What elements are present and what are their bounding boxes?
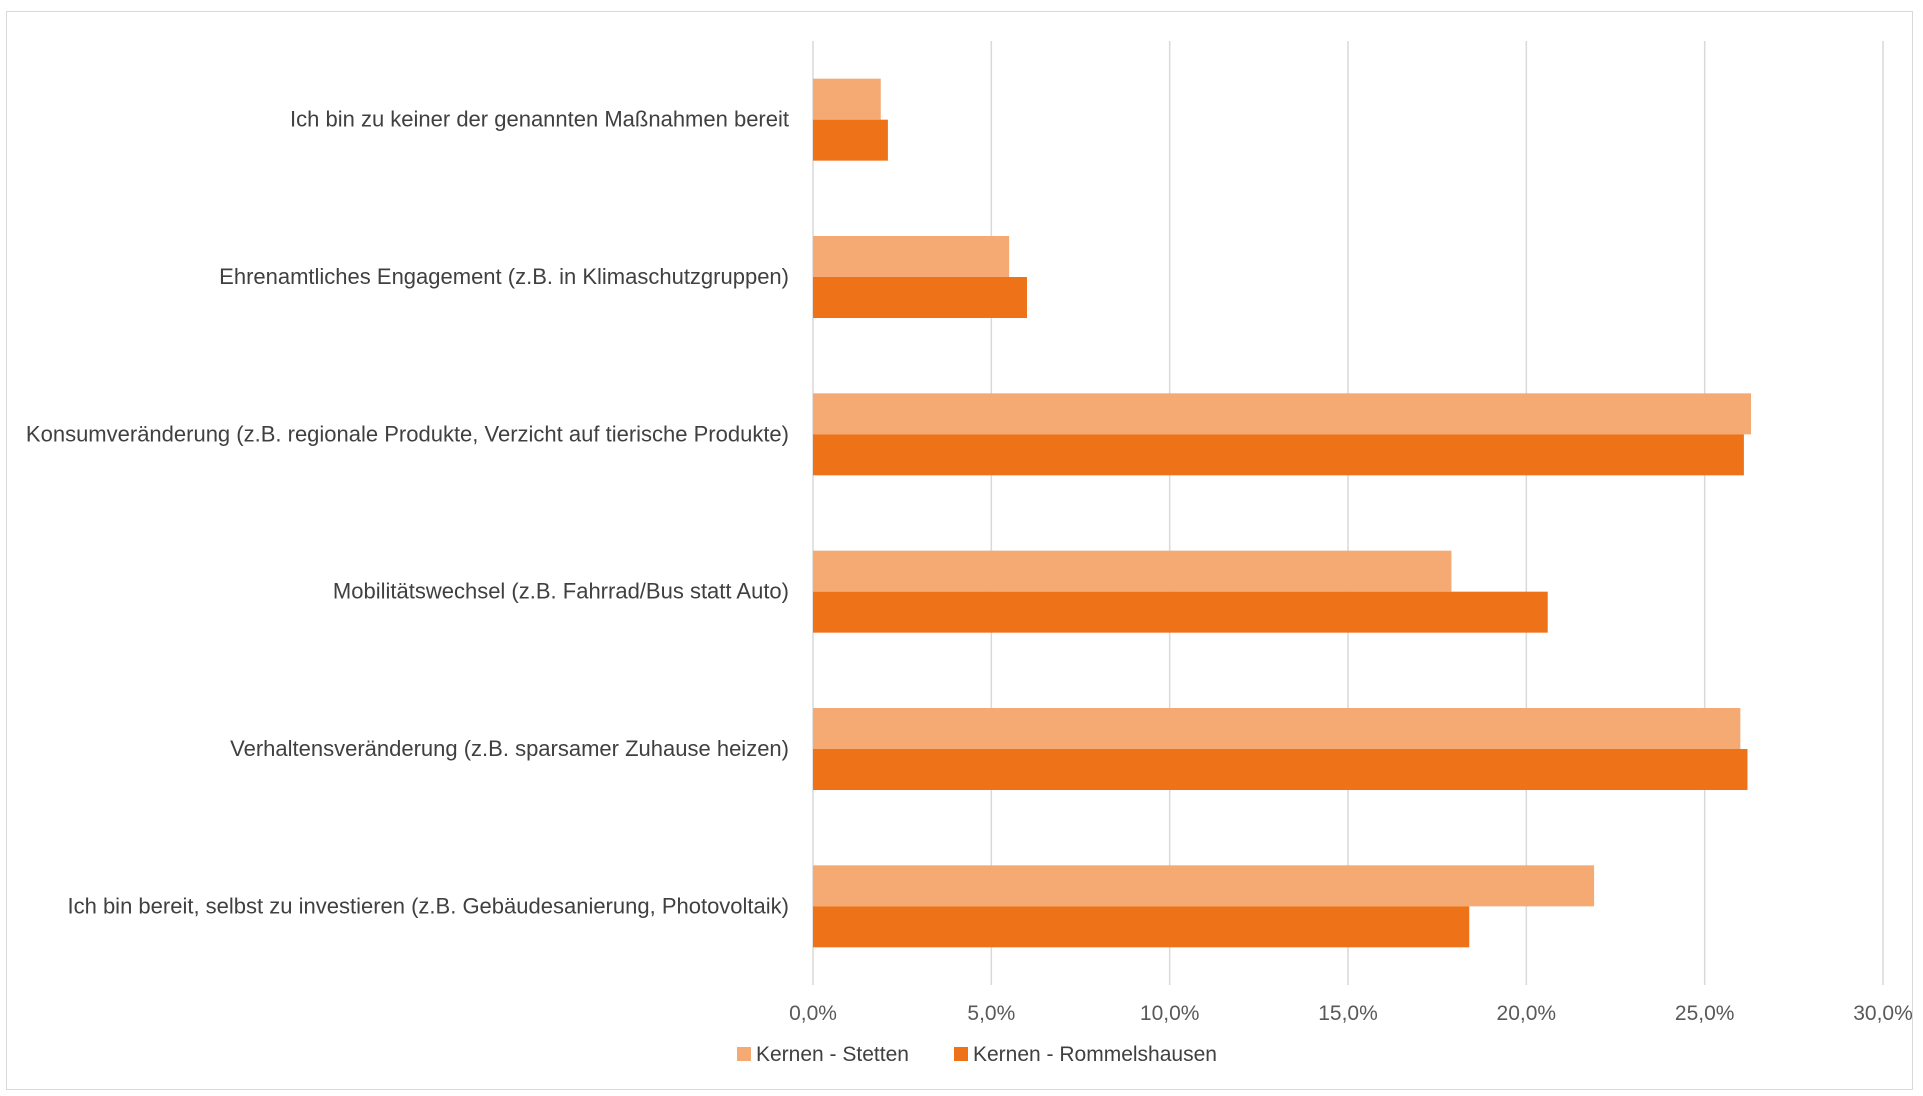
legend-label: Kernen - Rommelshausen [973, 1043, 1217, 1066]
category-label: Ich bin zu keiner der genannten Maßnahme… [290, 107, 789, 132]
gridlines [812, 41, 1884, 985]
x-axis-tick-labels: 0,0% 5,0% 10,0% 15,0% 20,0% 25,0% 30,0% [789, 1002, 1913, 1025]
category-label: Ehrenamtliches Engagement (z.B. in Klima… [219, 264, 789, 289]
x-tick-label: 25,0% [1675, 1002, 1735, 1025]
x-tick-label: 5,0% [967, 1002, 1015, 1025]
x-tick-label: 30,0% [1853, 1002, 1913, 1025]
legend: Kernen - Stetten Kernen - Rommelshausen [737, 1043, 1217, 1066]
bar-rommelshausen [813, 749, 1748, 790]
bar-rommelshausen [813, 434, 1744, 476]
legend-swatch [954, 1047, 968, 1061]
legend-swatch [737, 1047, 751, 1061]
category-label: Mobilitätswechsel (z.B. Fahrrad/Bus stat… [333, 579, 789, 604]
x-tick-label: 10,0% [1140, 1002, 1200, 1025]
x-tick-label: 15,0% [1318, 1002, 1378, 1025]
category-label: Verhaltensveränderung (z.B. sparsamer Zu… [230, 736, 789, 761]
bar-stetten [813, 393, 1752, 435]
category-label: Ich bin bereit, selbst zu investieren (z… [67, 893, 789, 918]
bar-stetten [813, 236, 1010, 277]
bar-stetten [813, 865, 1595, 907]
category-label: Konsumveränderung (z.B. regionale Produk… [26, 421, 789, 446]
category-labels: Ich bin zu keiner der genannten Maßnahme… [26, 107, 789, 919]
bars [813, 78, 1752, 948]
bar-stetten [813, 78, 881, 120]
legend-label: Kernen - Stetten [756, 1043, 909, 1066]
bar-rommelshausen [813, 591, 1548, 633]
bar-stetten [813, 708, 1741, 749]
bar-rommelshausen [813, 119, 888, 161]
x-tick-label: 0,0% [789, 1002, 837, 1025]
bar-rommelshausen [813, 277, 1027, 318]
x-tick-label: 20,0% [1497, 1002, 1557, 1025]
bar-stetten [813, 550, 1452, 592]
bar-rommelshausen [813, 906, 1470, 948]
